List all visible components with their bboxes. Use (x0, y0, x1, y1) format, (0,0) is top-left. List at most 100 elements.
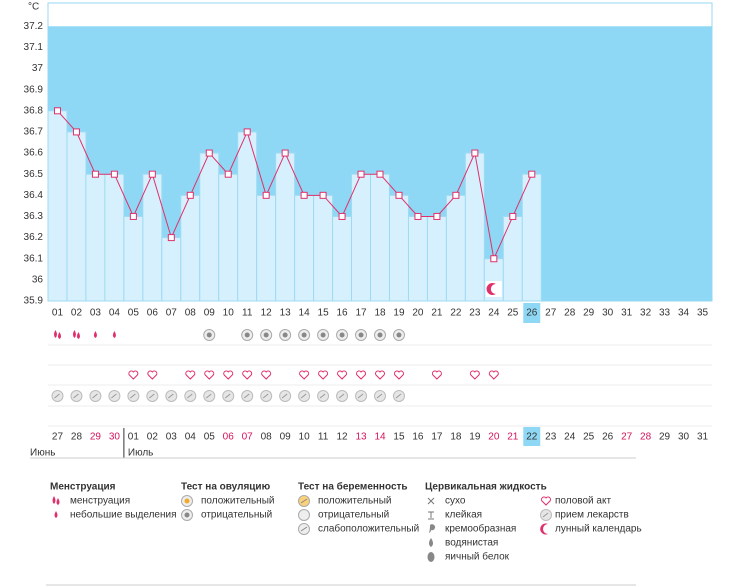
date-label: 09 (280, 432, 292, 443)
date-label: 03 (166, 432, 178, 443)
legend-title: Тест на овуляцию (181, 482, 271, 493)
date-label: 10 (299, 432, 311, 443)
dot (184, 512, 190, 518)
day-label: 35 (697, 308, 709, 319)
icon-medication (355, 390, 368, 402)
bar (199, 152, 220, 302)
heart (261, 370, 272, 380)
heart (488, 370, 499, 380)
bar (142, 173, 163, 302)
heart (431, 370, 442, 380)
date-label: 08 (261, 432, 273, 443)
date-label: 29 (659, 432, 671, 443)
icon-medication (184, 390, 197, 402)
bar (502, 215, 523, 302)
bar (256, 194, 277, 302)
icon-medication (108, 390, 121, 402)
moon (540, 523, 548, 535)
day-label: 08 (185, 308, 197, 319)
point (110, 170, 118, 178)
bar (123, 215, 144, 302)
bar (426, 215, 447, 302)
point (509, 212, 517, 220)
day-label: 04 (109, 308, 121, 319)
icon-sex (356, 370, 367, 380)
legend-label: кремообразная (445, 523, 516, 535)
icon-sex (147, 370, 158, 380)
drop (93, 331, 97, 338)
icon-sex (261, 370, 272, 380)
icon-eggwhite (427, 552, 435, 562)
day-label: 20 (412, 308, 424, 319)
dot (263, 332, 269, 338)
day-label: 19 (393, 308, 405, 319)
date-label: 30 (109, 432, 121, 443)
icon-medication (241, 390, 254, 402)
icon-medication (146, 390, 159, 402)
icon-sex (223, 370, 234, 380)
heart (147, 370, 158, 380)
date-label: 06 (223, 432, 235, 443)
pill-line (168, 393, 174, 399)
dot (244, 332, 250, 338)
bar (521, 173, 542, 302)
icon-medication (127, 390, 140, 402)
point (186, 191, 194, 199)
point (338, 212, 346, 220)
day-label: 17 (355, 308, 367, 319)
pill-line (300, 393, 307, 399)
month-label: Июль (128, 448, 154, 459)
bar (388, 194, 409, 302)
heart (204, 370, 215, 380)
point (490, 255, 498, 263)
moon-icon (486, 283, 496, 296)
pill-line (54, 393, 60, 399)
date-label: 29 (90, 432, 102, 443)
y-tick-label: 36.4 (24, 190, 44, 201)
date-label: 30 (678, 432, 690, 443)
legend-label: прием лекарств (555, 510, 629, 521)
heart (299, 370, 310, 380)
date-label: 26 (602, 432, 614, 443)
dot (184, 498, 190, 504)
circle (298, 509, 310, 521)
date-label: 28 (640, 432, 652, 443)
y-axis-label: °C (28, 2, 39, 13)
icon-preg_negative (298, 509, 310, 521)
point (148, 170, 156, 178)
day-label: 31 (621, 308, 633, 319)
date-label: 11 (318, 432, 329, 443)
dot (377, 332, 383, 338)
point (414, 212, 422, 220)
point (72, 128, 80, 136)
icon-medication (336, 390, 349, 402)
bar (161, 237, 182, 302)
dot (301, 332, 307, 338)
point (376, 170, 384, 178)
date-label: 18 (450, 432, 462, 443)
bar (351, 173, 372, 302)
day-label: 23 (469, 308, 481, 319)
date-label: 31 (697, 432, 709, 443)
dot (320, 332, 326, 338)
day-label: 34 (678, 308, 690, 319)
icon-sex (185, 370, 196, 380)
pill-line (376, 393, 383, 399)
day-label: 32 (640, 308, 652, 319)
heart (469, 370, 480, 380)
legend-label: лунный календарь (555, 524, 642, 535)
y-tick-label: 36 (32, 275, 44, 286)
date-label: 07 (242, 432, 254, 443)
bar (237, 131, 258, 302)
icon-sex (541, 496, 551, 506)
legend-label: яичный белок (445, 551, 510, 563)
pill-line (224, 393, 231, 399)
day-label: 30 (602, 308, 614, 319)
heart (541, 496, 551, 506)
date-label: 16 (412, 432, 424, 443)
icon-medication (374, 390, 386, 402)
day-label: 26 (526, 308, 538, 319)
day-label: 01 (52, 308, 64, 319)
day-label: 13 (280, 308, 292, 319)
